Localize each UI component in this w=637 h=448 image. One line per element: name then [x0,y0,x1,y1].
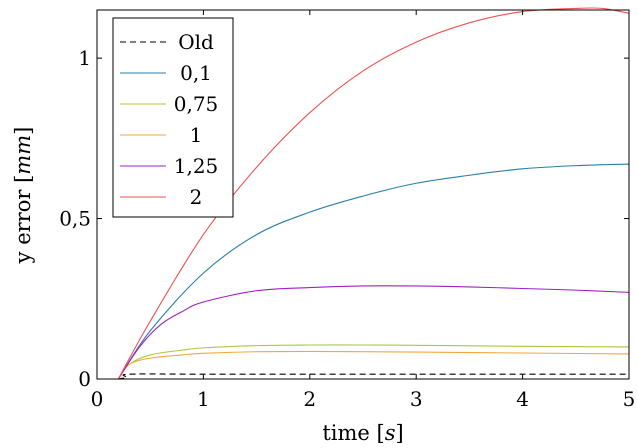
legend-label-0: Old [178,30,214,54]
plot-lines [117,7,630,380]
series-line-0 [118,373,629,380]
x-tick-label: 5 [623,387,636,411]
series-line-5 [117,7,630,380]
x-tick-label: 2 [303,387,316,411]
series-line-3 [117,350,630,380]
legend-label-3: 1 [190,123,203,147]
axis-ticks [96,10,630,380]
legend-label-4: 1,25 [174,154,219,178]
legend-label-1: 0,1 [180,61,212,85]
x-tick-label: 1 [197,387,210,411]
x-tick-label: 4 [516,387,529,411]
y-tick-label: 0 [78,367,91,391]
series-line-1 [117,163,630,380]
legend-label-5: 2 [190,185,203,209]
x-tick-label: 3 [410,387,423,411]
y-axis-label: y error [mm] [11,127,35,265]
x-tick-label: 0 [91,387,104,411]
x-axis-label: time [s] [322,421,403,445]
series-line-2 [117,344,630,380]
plot-frame [96,9,630,380]
y-tick-label: 1 [78,46,91,70]
legend: Old 0,1 0,75 1 1,25 2 [112,17,234,218]
tick-labels: 0 1 2 3 4 5 0 0,5 1 [59,46,635,411]
y-tick-label: 0,5 [59,207,91,231]
legend-box [112,17,234,218]
legend-label-2: 0,75 [174,92,219,116]
series-line-4 [117,285,630,380]
